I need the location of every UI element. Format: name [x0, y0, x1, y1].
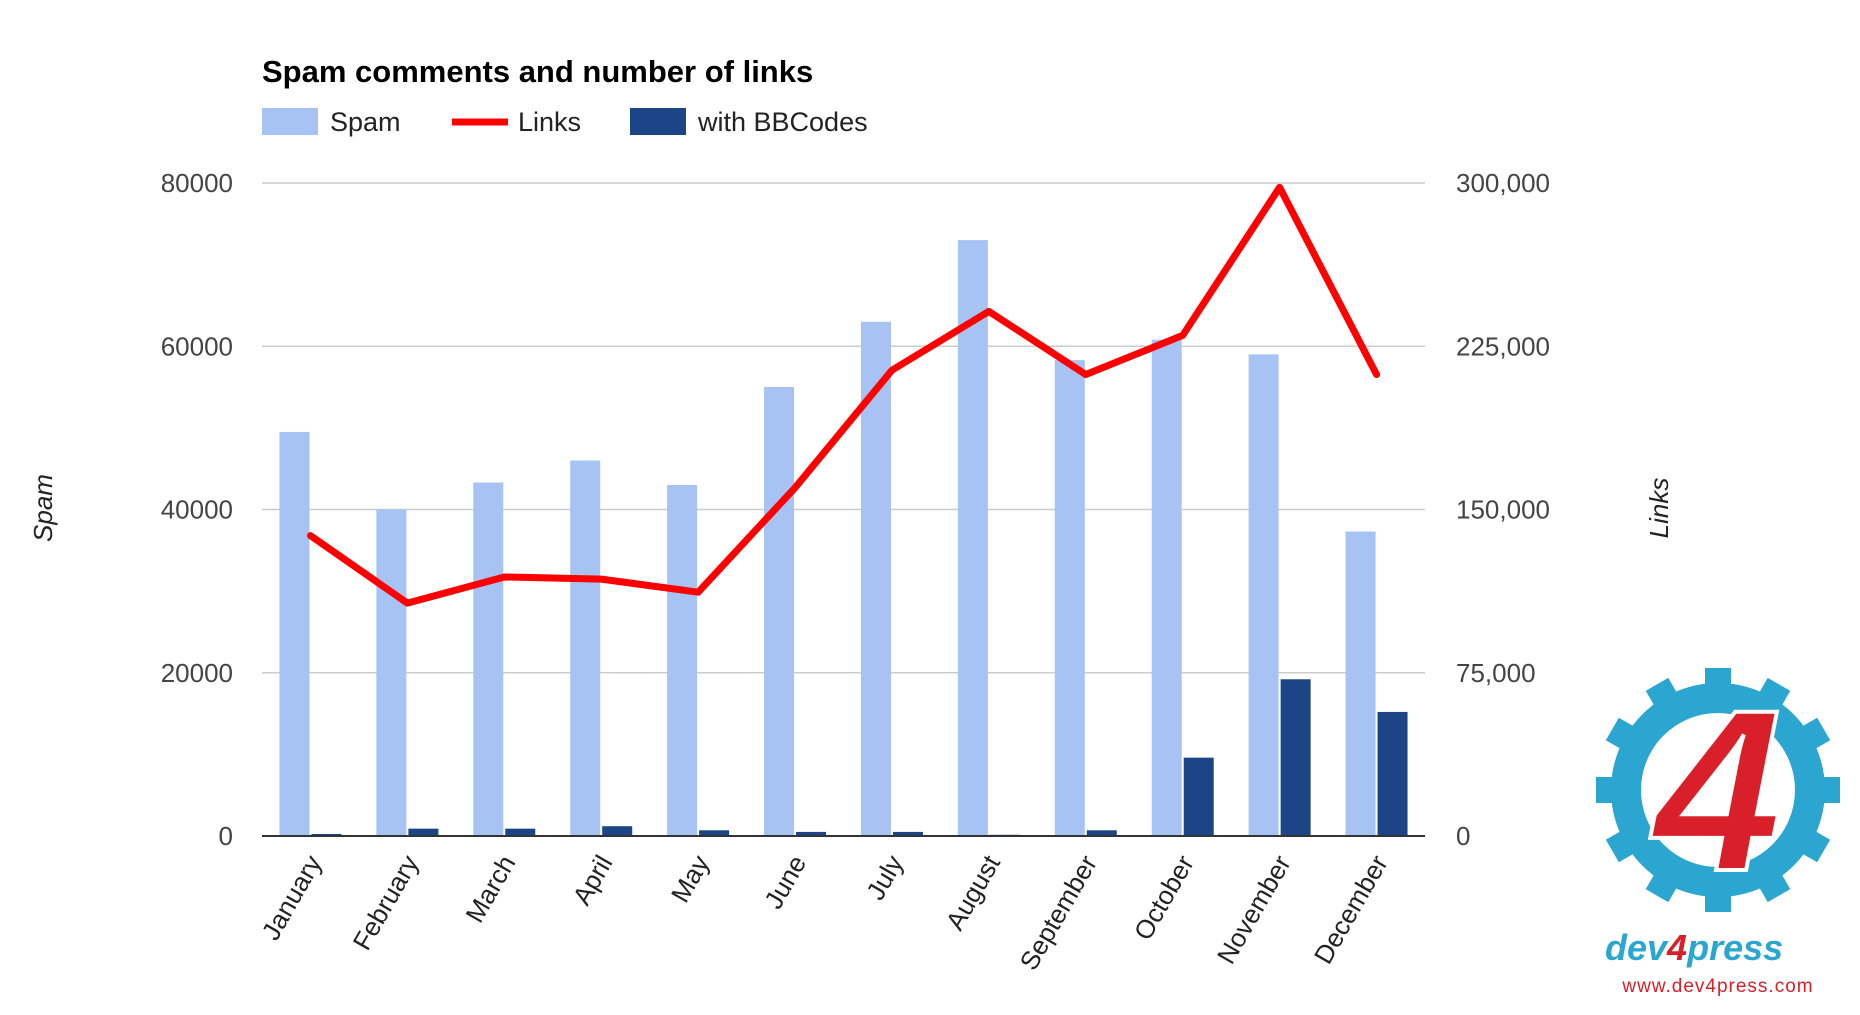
spam-bar	[667, 485, 698, 836]
spam-bar	[376, 509, 407, 836]
category-labels: January February March April May June July Augu…	[255, 849, 1393, 975]
y-tick-label-left: 60000	[161, 331, 233, 361]
bbcodes-bar	[1280, 679, 1311, 836]
y-tick-label-left: 20000	[161, 658, 233, 688]
x-tick-label: September	[1013, 850, 1103, 975]
bbcodes-bar	[311, 833, 342, 836]
bbcodes-bar	[408, 828, 439, 836]
left-axis-ticks: 0 20000 40000 60000 80000	[161, 168, 233, 851]
links-point	[1085, 374, 1087, 376]
bbcodes-bar	[699, 830, 730, 836]
spam-bar	[1248, 354, 1279, 836]
legend-label-links: Links	[518, 107, 581, 137]
dev4press-logo: 4 dev4press www.dev4press.com	[1596, 660, 1840, 997]
spam-bar	[957, 240, 988, 836]
spam-bar	[570, 460, 601, 836]
y-tick-label-right: 0	[1456, 821, 1470, 851]
links-line-path	[306, 183, 1381, 607]
legend: Spam Links with BBCodes	[262, 107, 868, 137]
legend-item-bbcodes: with BBCodes	[630, 107, 868, 137]
bbcodes-bar	[602, 826, 633, 836]
y-tick-label-left: 80000	[161, 168, 233, 198]
y-tick-label-left: 0	[219, 821, 233, 851]
logo-mark: 4	[1650, 662, 1782, 919]
right-axis-ticks: 0 75,000 150,000 225,000 300,000	[1456, 168, 1550, 851]
logo-url: www.dev4press.com	[1621, 976, 1813, 997]
bbcodes-bar	[505, 828, 536, 836]
spam-bar	[1151, 339, 1182, 836]
y-tick-label-right: 75,000	[1456, 658, 1536, 688]
chart-title: Spam comments and number of links	[262, 54, 813, 89]
y-tick-label-left: 40000	[161, 495, 233, 525]
links-line	[306, 183, 1381, 607]
links-point	[600, 578, 602, 580]
gear-icon	[1596, 668, 1840, 912]
legend-item-spam: Spam	[262, 107, 401, 137]
logo-name-press: press	[1686, 927, 1783, 968]
spam-bar	[1345, 531, 1376, 836]
x-tick-label: April	[566, 850, 618, 910]
links-point	[1279, 186, 1281, 188]
x-tick-label: March	[459, 850, 521, 928]
bbcodes-bar	[1086, 830, 1117, 836]
y-axis-title-left: Spam	[28, 474, 58, 542]
spam-bar	[764, 387, 795, 836]
logo-name-4: 4	[1666, 927, 1687, 968]
spam-bar	[860, 321, 891, 836]
y-tick-label-right: 300,000	[1456, 168, 1550, 198]
links-point	[794, 487, 796, 489]
links-point	[1376, 374, 1378, 376]
legend-label-spam: Spam	[330, 107, 401, 137]
y-axis-title-right: Links	[1644, 478, 1674, 539]
bbcodes-bar	[892, 831, 923, 836]
legend-label-bbcodes: with BBCodes	[697, 107, 868, 137]
y-tick-label-right: 225,000	[1456, 331, 1550, 361]
links-point	[891, 369, 893, 371]
x-tick-label: January	[255, 850, 327, 945]
logo-name: dev4press	[1605, 927, 1783, 968]
spam-bar	[279, 431, 310, 836]
x-tick-label: February	[347, 850, 425, 955]
x-tick-label: October	[1128, 850, 1200, 945]
legend-swatch-spam	[262, 108, 318, 135]
bbcodes-bar	[1377, 711, 1408, 836]
x-tick-label: November	[1211, 850, 1297, 969]
spam-bar	[1054, 360, 1085, 836]
bbcodes-bar	[1183, 757, 1214, 836]
links-point	[406, 602, 408, 604]
legend-item-links: Links	[452, 107, 581, 137]
spam-bar	[473, 482, 504, 836]
links-point	[503, 576, 505, 578]
legend-swatch-bbcodes	[630, 108, 686, 135]
links-point	[309, 535, 311, 537]
x-tick-label: May	[665, 850, 716, 908]
x-tick-label: June	[758, 850, 812, 914]
x-tick-label: December	[1308, 850, 1394, 969]
links-point	[1182, 334, 1184, 336]
logo-name-dev: dev	[1605, 927, 1669, 968]
bbcodes-bars	[311, 679, 1408, 836]
links-point	[988, 310, 990, 312]
bbcodes-bar	[796, 831, 827, 836]
links-point	[697, 591, 699, 593]
gridlines	[262, 182, 1425, 674]
y-tick-label-right: 150,000	[1456, 495, 1550, 525]
spam-bars	[279, 240, 1376, 836]
x-tick-label: July	[860, 850, 909, 905]
x-tick-label: August	[940, 849, 1007, 935]
